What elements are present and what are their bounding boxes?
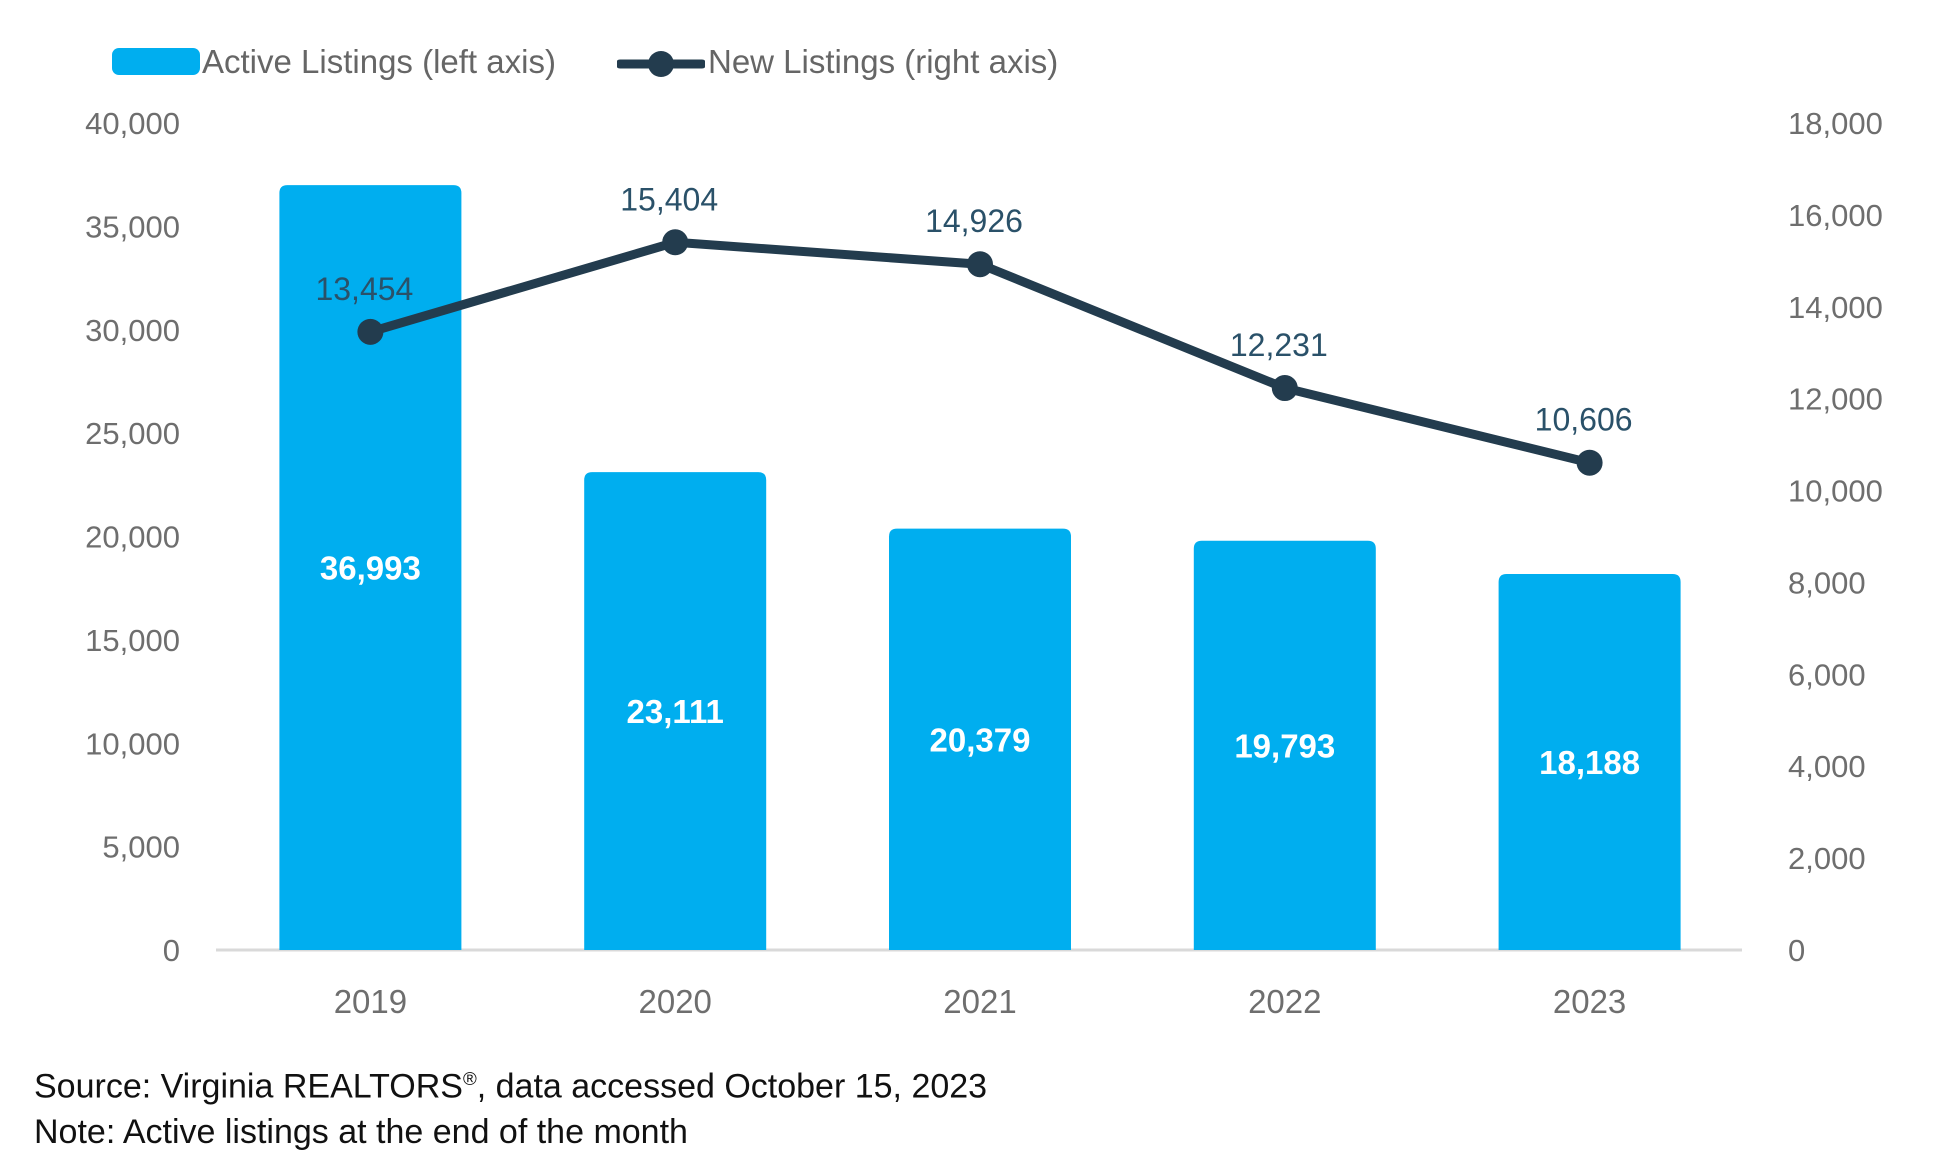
line-point-2020 — [662, 229, 689, 256]
right-axis-tick-label: 18,000 — [1788, 106, 1883, 141]
legend-label-active-listings: Active Listings (left axis) — [202, 42, 556, 80]
left-axis-tick-label: 30,000 — [85, 313, 180, 348]
x-axis-label-2020: 2020 — [638, 983, 711, 1020]
source-prefix: Source: Virginia REALTORS — [34, 1067, 463, 1106]
line-label-2020: 15,404 — [620, 181, 718, 217]
right-axis-tick-label: 0 — [1788, 933, 1805, 968]
bar-label-2021: 20,379 — [930, 721, 1031, 758]
combo-chart: 0 5,000 10,000 15,000 20,000 25,000 30,000 35,0… — [85, 106, 1883, 1020]
bar-label-2019: 36,993 — [320, 550, 421, 587]
bar-2019 — [279, 185, 462, 950]
left-axis-tick-label: 20,000 — [85, 520, 180, 555]
bar-2020 — [584, 472, 767, 950]
line-point-2019 — [357, 318, 384, 345]
legend-label-new-listings: New Listings (right axis) — [708, 42, 1059, 80]
x-axis-label-2021: 2021 — [943, 983, 1016, 1020]
line-label-2019: 13,454 — [315, 271, 413, 307]
right-axis-tick-label: 2,000 — [1788, 841, 1866, 876]
bar-label-2023: 18,188 — [1539, 744, 1640, 781]
right-axis-tick-label: 4,000 — [1788, 749, 1866, 784]
registered-mark: ® — [462, 1068, 477, 1089]
right-axis-tick-label: 12,000 — [1788, 382, 1883, 417]
left-axis-tick-label: 35,000 — [85, 209, 180, 244]
bar-label-2022: 19,793 — [1234, 727, 1335, 764]
right-axis-tick-label: 8,000 — [1788, 565, 1866, 600]
bar-label-2020: 23,111 — [627, 693, 724, 730]
left-axis-tick-label: 5,000 — [102, 830, 180, 865]
line-label-2021: 14,926 — [925, 203, 1023, 239]
left-axis-tick-label: 40,000 — [85, 106, 180, 141]
right-axis-tick-label: 6,000 — [1788, 657, 1866, 692]
bar-2022 — [1193, 540, 1376, 950]
right-axis-tick-label: 16,000 — [1788, 198, 1883, 233]
line-point-2023 — [1576, 449, 1603, 476]
left-axis-tick-label: 15,000 — [85, 623, 180, 658]
x-axis-label-2019: 2019 — [334, 983, 407, 1020]
right-axis-tick-label: 10,000 — [1788, 474, 1883, 509]
line-label-2022: 12,231 — [1230, 327, 1328, 363]
left-axis-tick-label: 10,000 — [85, 726, 180, 761]
bar-2021 — [889, 528, 1071, 950]
right-axis-tick-label: 14,000 — [1788, 290, 1883, 325]
bar-series-swatch-icon — [112, 48, 200, 75]
left-axis-tick-label: 25,000 — [85, 416, 180, 451]
legend-item-new-listings: New Listings (right axis) — [615, 42, 1059, 80]
bar-2023 — [1498, 573, 1681, 950]
source-text: Source: Virginia REALTORS®, data accesse… — [34, 1056, 987, 1109]
line-point-2021 — [967, 251, 993, 278]
line-point-2022 — [1271, 375, 1298, 402]
line-series-marker-icon — [615, 48, 707, 77]
footer: Source: Virginia REALTORS®, data accesse… — [34, 1056, 987, 1155]
x-axis-label-2022: 2022 — [1248, 983, 1321, 1020]
x-axis-label-2023: 2023 — [1553, 983, 1626, 1020]
source-suffix: , data accessed October 15, 2023 — [476, 1067, 988, 1106]
line-label-2023: 10,606 — [1535, 402, 1633, 438]
left-axis-tick-label: 0 — [163, 933, 180, 968]
legend-item-active-listings: Active Listings (left axis) — [112, 42, 556, 80]
note-text: Note: Active listings at the end of the … — [34, 1113, 688, 1152]
